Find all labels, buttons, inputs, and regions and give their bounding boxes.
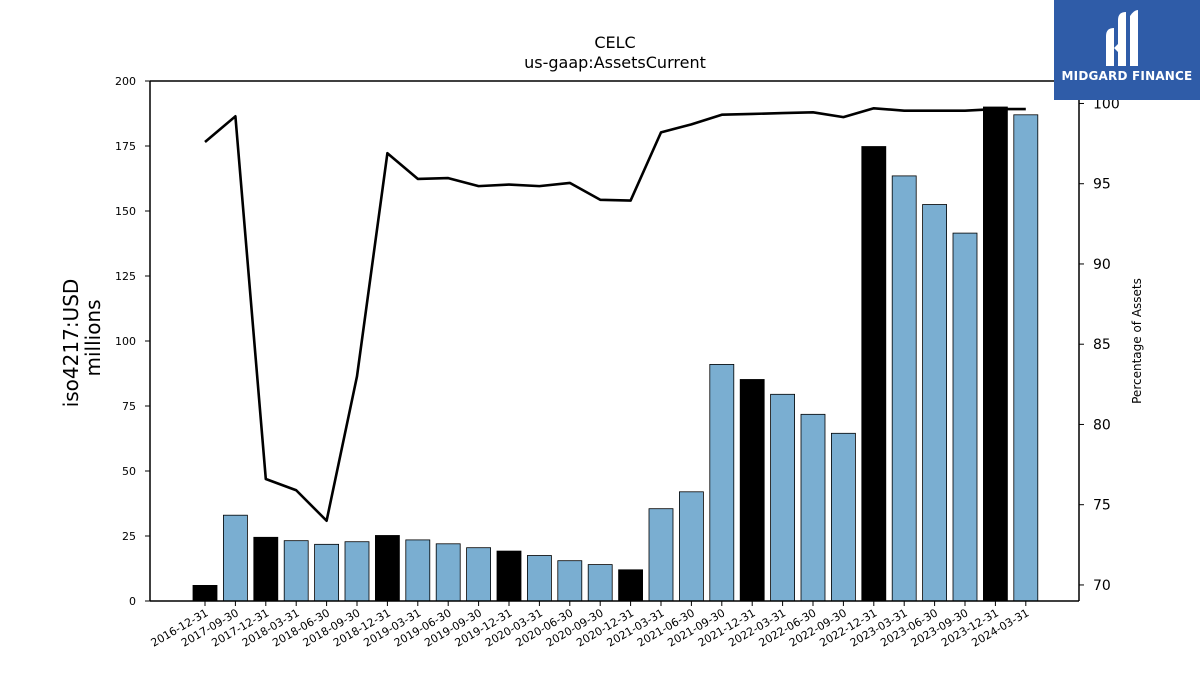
y-tick-label: 50 xyxy=(122,465,136,478)
bar-2019-12-31 xyxy=(496,550,522,602)
bar-2020-03-31 xyxy=(527,555,552,602)
chart-title: CELC xyxy=(594,33,635,52)
y2-tick-label: 80 xyxy=(1093,417,1111,433)
bar-2022-12-31 xyxy=(861,146,887,602)
bar-2018-03-31 xyxy=(283,540,309,602)
bar-2019-09-30 xyxy=(466,547,492,602)
bar-2022-09-30 xyxy=(831,432,856,602)
y-tick-label: 200 xyxy=(115,75,136,88)
bar-2019-03-31 xyxy=(405,539,431,602)
bar-2020-09-30 xyxy=(587,564,613,602)
y-tick-label: 100 xyxy=(115,335,136,348)
y2-tick-label: 90 xyxy=(1093,257,1111,273)
bar-2020-06-30 xyxy=(557,560,583,602)
y2-tick-label: 95 xyxy=(1093,177,1111,193)
plot-area: 0255075100125150175200707580859095100201… xyxy=(115,75,1120,650)
y2-tick-label: 75 xyxy=(1093,498,1111,514)
y2-axis-label: Percentage of Assets xyxy=(1130,278,1144,404)
bar-2018-06-30 xyxy=(314,543,340,602)
bar-2021-03-31 xyxy=(648,508,674,602)
y-tick-label: 75 xyxy=(122,400,136,413)
y-axis-label-line1: iso4217:USD xyxy=(59,279,83,408)
bar-2021-06-30 xyxy=(679,491,704,602)
y-tick-label: 175 xyxy=(115,140,136,153)
bar-2022-06-30 xyxy=(800,413,826,602)
bar-2020-12-31 xyxy=(618,569,643,602)
bar-2023-03-31 xyxy=(891,175,917,602)
y-axis-label-line2: millions xyxy=(81,299,105,376)
bar-2024-03-31 xyxy=(1013,114,1039,602)
y-tick-label: 25 xyxy=(122,530,136,543)
logo-text: MIDGARD FINANCE xyxy=(1061,69,1193,83)
y2-tick-label: 100 xyxy=(1093,96,1120,112)
chart-subtitle: us-gaap:AssetsCurrent xyxy=(524,53,706,72)
bar-2023-09-30 xyxy=(952,232,978,602)
y-tick-label: 150 xyxy=(115,205,136,218)
bar-2017-12-31 xyxy=(253,536,279,602)
percentage-line xyxy=(204,106,1026,523)
bar-2023-12-31 xyxy=(983,106,1008,602)
bar-2021-09-30 xyxy=(709,363,735,602)
bar-2019-06-30 xyxy=(435,543,461,602)
bar-2022-03-31 xyxy=(770,393,795,602)
y2-tick-label: 85 xyxy=(1093,337,1111,353)
bar-2018-09-30 xyxy=(344,541,370,602)
bar-2016-12-31 xyxy=(192,585,218,602)
y2-tick-label: 70 xyxy=(1093,578,1111,594)
y-tick-label: 0 xyxy=(129,595,136,608)
bar-2023-06-30 xyxy=(922,204,947,602)
bar-2021-12-31 xyxy=(739,379,765,602)
logo-mark-icon xyxy=(1106,10,1138,66)
y-tick-label: 125 xyxy=(115,270,136,283)
bar-2017-09-30 xyxy=(222,514,248,602)
bar-2018-12-31 xyxy=(374,535,400,602)
midgard-finance-logo: MIDGARD FINANCE xyxy=(1054,0,1200,100)
